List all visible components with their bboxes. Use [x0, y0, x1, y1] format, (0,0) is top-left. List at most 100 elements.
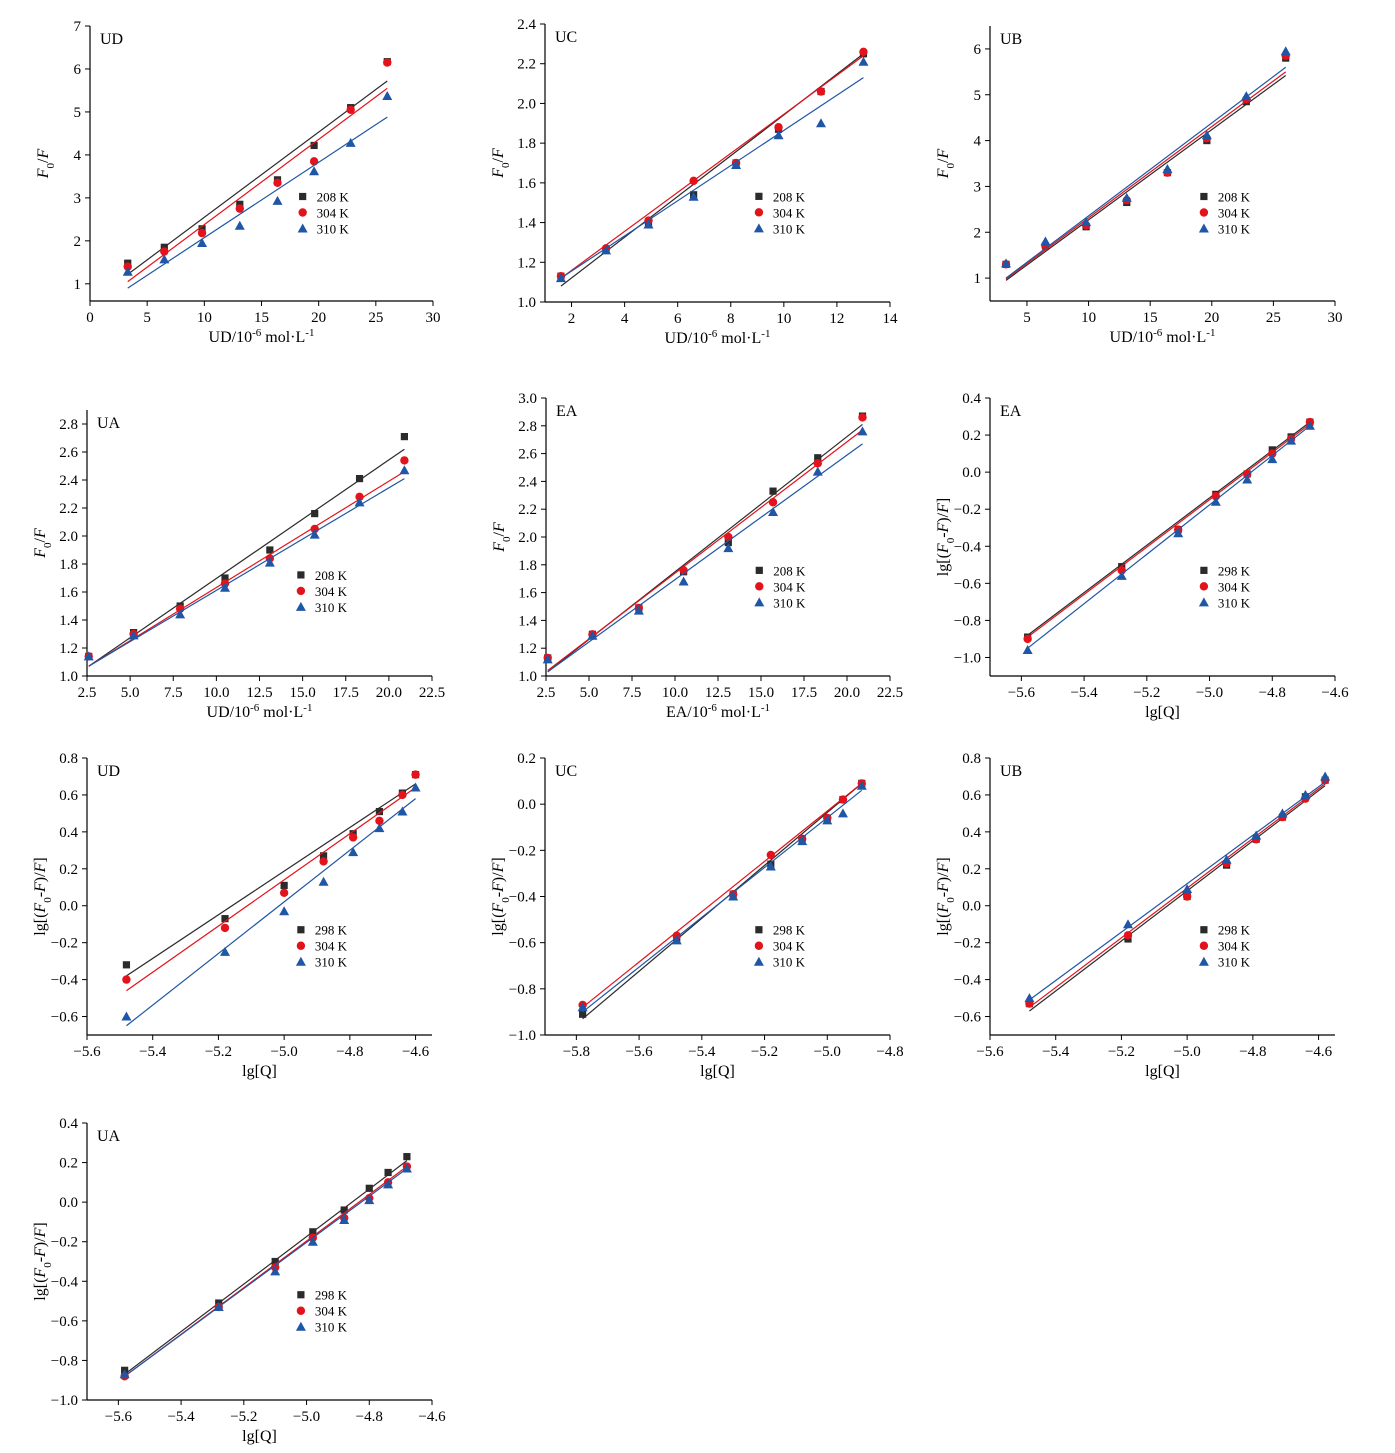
- data-point: [279, 906, 290, 916]
- x-tick-label: −4.6: [1321, 685, 1349, 701]
- fit-line: [560, 55, 864, 279]
- legend-label: 208 K: [317, 190, 350, 205]
- legend-label: 208 K: [773, 189, 806, 204]
- x-tick-label: 2.5: [78, 685, 97, 701]
- data-point: [273, 178, 282, 188]
- y-tick-label: −0.4: [509, 890, 537, 906]
- legend-marker: [295, 601, 306, 611]
- data-point: [579, 1010, 587, 1018]
- data-point: [197, 237, 208, 247]
- data-point: [279, 888, 289, 898]
- y-tick-label: 2.0: [59, 529, 78, 545]
- data-point: [813, 459, 822, 468]
- panel-label: UD: [100, 31, 123, 48]
- x-tick-label: 7.5: [164, 685, 183, 701]
- y-tick-label: −0.8: [954, 613, 981, 629]
- legend-marker: [1200, 926, 1208, 934]
- data-point: [765, 861, 776, 871]
- data-point: [220, 582, 230, 592]
- data-point: [220, 923, 230, 933]
- x-tick-label: 17.5: [791, 685, 817, 701]
- y-tick-label: 1.6: [518, 586, 537, 602]
- series-3: [1024, 771, 1331, 1003]
- x-tick-label: −5.6: [73, 1044, 101, 1060]
- series-3: [1001, 46, 1291, 279]
- chart-panel-4: 2.5 5.0 7.5 10.0 12.5 15.0 17.5 20.0 22.5 1.0 1.2 1…: [32, 410, 445, 721]
- data-point: [348, 847, 359, 857]
- x-tick-label: 30: [1328, 310, 1343, 326]
- fit-line: [1029, 781, 1326, 1001]
- data-point: [236, 200, 244, 208]
- x-tick-label: −5.0: [1196, 685, 1223, 701]
- legend-label: 310 K: [315, 1320, 348, 1335]
- fit-line: [1027, 421, 1311, 636]
- x-axis-label: EA/10-6 mol·L-1: [666, 702, 770, 721]
- fit-line: [1029, 783, 1326, 1008]
- data-point: [688, 191, 699, 201]
- data-point: [1173, 528, 1184, 538]
- legend-marker: [1199, 941, 1209, 950]
- legend-label: 304 K: [317, 206, 350, 221]
- data-point: [1201, 130, 1212, 140]
- series-1: [122, 771, 420, 977]
- data-point: [345, 137, 356, 147]
- x-axis-label: UD/10-6 mol·L-1: [1110, 327, 1216, 346]
- y-tick-label: 2.8: [59, 417, 78, 433]
- y-tick-label: −0.4: [51, 973, 79, 989]
- x-axis-label: lg[Q]: [1145, 1063, 1180, 1080]
- x-tick-label: −5.6: [976, 1044, 1004, 1060]
- y-tick-label: 4: [974, 134, 982, 150]
- y-tick-label: 1.8: [518, 558, 537, 574]
- chart-panel-9: −5.6 −5.4 −5.2 −5.0 −4.8 −4.6 −0.6 −0.4 −0.2 0.0 0…: [935, 751, 1335, 1080]
- legend-label: 310 K: [1218, 955, 1251, 970]
- y-tick-label: −0.8: [509, 982, 536, 998]
- y-tick-label: 0.2: [59, 1156, 78, 1172]
- legend-label: 304 K: [315, 1304, 348, 1319]
- data-point: [838, 795, 848, 804]
- legend-marker: [1198, 223, 1209, 233]
- x-tick-label: −5.6: [1008, 685, 1036, 701]
- y-axis-label: F0/F: [35, 149, 57, 180]
- data-point: [671, 935, 682, 945]
- x-tick-label: −5.2: [1108, 1044, 1135, 1060]
- chart-panel-7: −5.6 −5.4 −5.2 −5.0 −4.8 −4.6 −0.6 −0.4 −0.2 0.0 0…: [32, 751, 432, 1080]
- y-tick-label: 2.6: [59, 445, 78, 461]
- data-point: [728, 891, 739, 901]
- data-point: [355, 492, 364, 501]
- data-point: [1277, 808, 1288, 818]
- y-tick-label: −0.6: [954, 1010, 982, 1026]
- data-point: [235, 204, 244, 213]
- data-point: [858, 56, 869, 66]
- data-point: [400, 456, 409, 465]
- data-point: [577, 1002, 588, 1012]
- x-tick-label: 10.0: [203, 685, 229, 701]
- y-tick-label: 1.2: [59, 641, 78, 657]
- series-1: [124, 58, 391, 275]
- data-point: [773, 130, 784, 140]
- y-tick-label: 2: [74, 234, 82, 250]
- data-point: [812, 466, 823, 476]
- y-tick-label: 7: [74, 19, 82, 35]
- legend-label: 298 K: [773, 923, 806, 938]
- data-point: [221, 915, 229, 923]
- x-tick-label: 7.5: [623, 685, 642, 701]
- y-tick-label: 0.4: [962, 391, 981, 407]
- data-point: [1081, 217, 1092, 227]
- x-tick-label: 10: [197, 310, 212, 326]
- data-point: [769, 487, 777, 495]
- series-3: [119, 1163, 412, 1379]
- legend-label: 298 K: [1218, 923, 1251, 938]
- x-tick-label: 12.5: [246, 685, 272, 701]
- data-point: [375, 816, 384, 825]
- panel-label: UA: [97, 415, 121, 432]
- series-2: [578, 779, 866, 1010]
- legend-marker: [753, 956, 764, 966]
- y-tick-label: 1.0: [59, 669, 78, 685]
- y-tick-label: 0.2: [59, 862, 78, 878]
- x-tick-label: −5.6: [105, 1409, 133, 1425]
- y-axis-label: lg[(F0-F)/F]: [935, 857, 957, 935]
- data-point: [1241, 91, 1252, 101]
- y-tick-label: 0.4: [962, 825, 981, 841]
- x-tick-label: −5.0: [293, 1409, 320, 1425]
